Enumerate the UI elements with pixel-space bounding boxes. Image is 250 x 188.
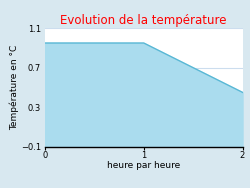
Title: Evolution de la température: Evolution de la température xyxy=(60,14,227,27)
X-axis label: heure par heure: heure par heure xyxy=(107,161,180,170)
Y-axis label: Température en °C: Température en °C xyxy=(10,45,19,130)
